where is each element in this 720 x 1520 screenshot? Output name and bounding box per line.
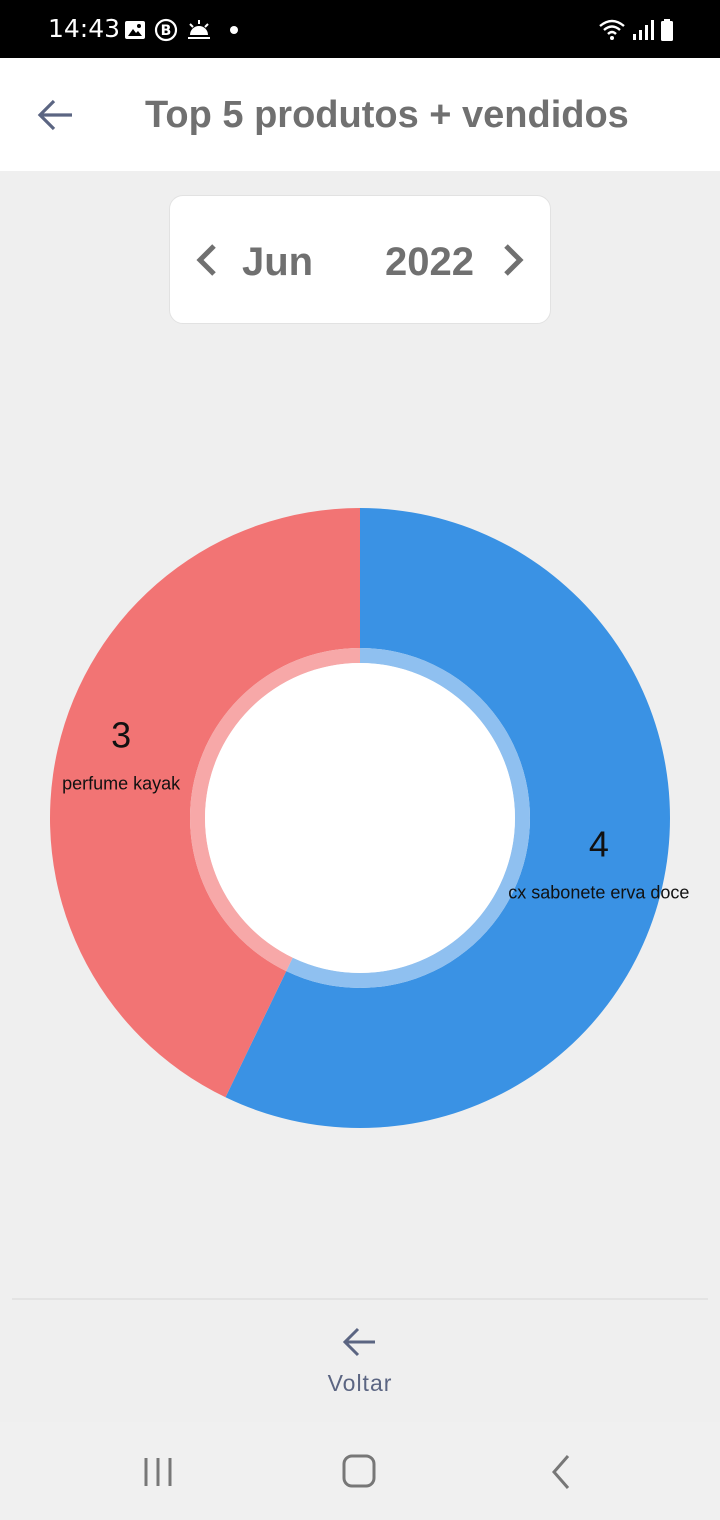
donut-inner-ring-1	[190, 648, 360, 972]
donut-center-hole	[205, 663, 515, 973]
arrow-left-icon	[342, 1327, 375, 1357]
slice-category-label: perfume kayak	[62, 773, 181, 793]
page-title: Top 5 produtos + vendidos	[145, 94, 629, 136]
selected-month: Jun	[242, 240, 314, 284]
donut-slice-1[interactable]	[49, 508, 360, 1098]
b-badge-icon: B	[154, 18, 178, 42]
status-system-icons	[598, 16, 674, 44]
chevron-right-icon	[504, 244, 524, 276]
home-icon	[342, 1454, 376, 1488]
weather-icon	[188, 20, 210, 39]
previous-month-button[interactable]	[190, 240, 224, 280]
chevron-left-icon	[552, 1455, 570, 1489]
arrow-left-icon	[37, 99, 72, 131]
status-notification-icons: B	[124, 16, 240, 44]
next-month-button[interactable]	[496, 240, 530, 280]
status-bar: 14:43 B	[0, 0, 720, 58]
selected-year: 2022	[385, 240, 474, 284]
system-nav-bar	[0, 1422, 720, 1520]
chevron-left-icon	[196, 244, 216, 276]
recent-apps-button[interactable]	[128, 1450, 188, 1494]
image-icon	[125, 21, 145, 39]
svg-text:B: B	[161, 23, 172, 39]
home-button[interactable]	[329, 1450, 389, 1494]
back-button[interactable]	[30, 92, 80, 138]
dot-icon	[230, 26, 238, 34]
footer-divider	[12, 1298, 708, 1300]
slice-category-label: cx sabonete erva doce	[508, 883, 689, 903]
voltar-label: Voltar	[327, 1370, 393, 1396]
recents-icon	[144, 1458, 172, 1486]
battery-icon	[661, 19, 673, 41]
wifi-icon	[599, 19, 625, 40]
donut-slice-0[interactable]	[225, 508, 670, 1128]
status-time: 14:43	[48, 14, 121, 43]
month-year-picker: Jun 2022	[169, 195, 551, 324]
donut-chart: 4 cx sabonete erva doce 3 perfume kayak	[49, 508, 689, 1128]
system-back-button[interactable]	[532, 1450, 592, 1494]
voltar-button[interactable]: Voltar	[300, 1318, 420, 1408]
signal-icon	[633, 20, 654, 40]
app-bar: Top 5 produtos + vendidos	[0, 58, 720, 171]
slice-value-label: 3	[111, 714, 131, 755]
slice-value-label: 4	[589, 824, 609, 865]
